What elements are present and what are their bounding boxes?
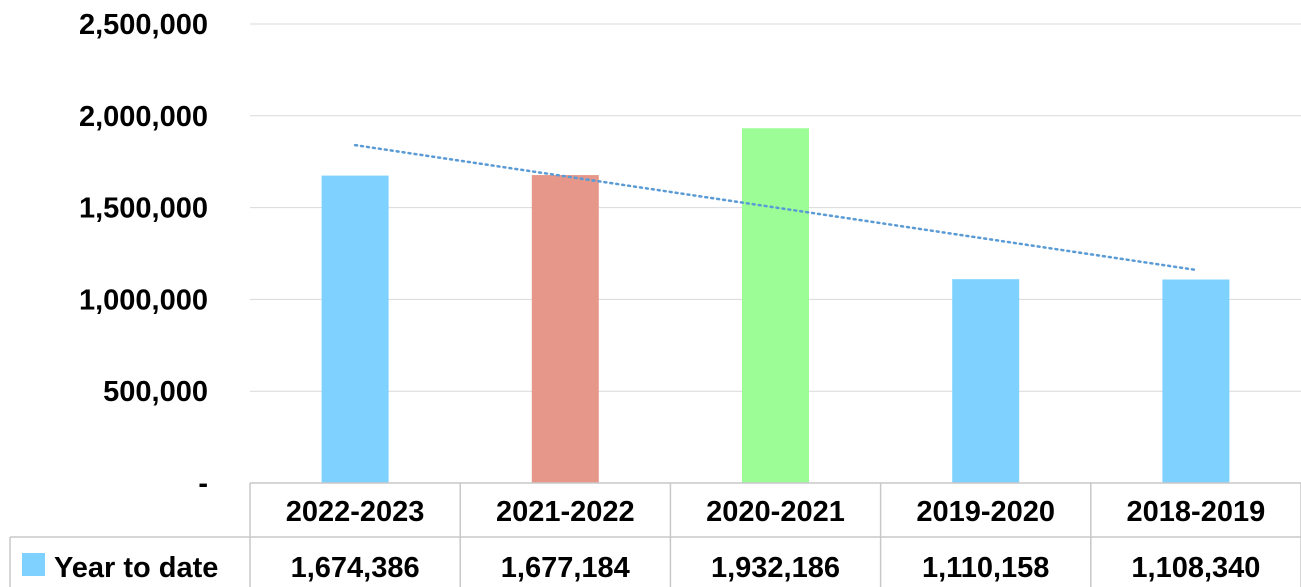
- category-label: 2020-2021: [706, 496, 845, 528]
- y-tick-label: 1,500,000: [79, 193, 208, 225]
- data-table: 2022-2023 1,674,386 2021-2022 1,677,184 2020…: [9, 482, 1301, 587]
- legend-swatch: [22, 553, 45, 576]
- bar: [742, 128, 809, 483]
- trendline-layer: [353, 143, 1198, 272]
- data-label: 1,108,340: [1131, 552, 1260, 584]
- category-label: 2022-2023: [286, 496, 425, 528]
- bar: [321, 175, 389, 483]
- category-label: 2021-2022: [496, 496, 635, 528]
- data-label: 1,932,186: [711, 552, 840, 584]
- data-label: 1,677,184: [501, 552, 630, 584]
- category-label: 2019-2020: [916, 496, 1055, 528]
- y-tick-label: 2,500,000: [79, 9, 208, 41]
- y-tick-label: 2,000,000: [79, 101, 208, 133]
- bar: [531, 175, 599, 483]
- bars: [321, 128, 1230, 483]
- bar: [1162, 279, 1230, 483]
- y-tick-label: 500,000: [103, 376, 208, 408]
- legend-series-name: Year to date: [54, 552, 218, 584]
- y-axis-tick-labels: - 500,000 1,000,000 1,500,000 2,000,000 2,500…: [79, 9, 208, 500]
- category-label: 2018-2019: [1127, 496, 1266, 528]
- trendline: [353, 143, 1198, 272]
- bar: [952, 279, 1020, 483]
- y-tick-label: -: [198, 468, 208, 500]
- data-label: 1,674,386: [291, 552, 420, 584]
- y-tick-label: 1,000,000: [79, 284, 208, 316]
- data-label: 1,110,158: [922, 552, 1049, 584]
